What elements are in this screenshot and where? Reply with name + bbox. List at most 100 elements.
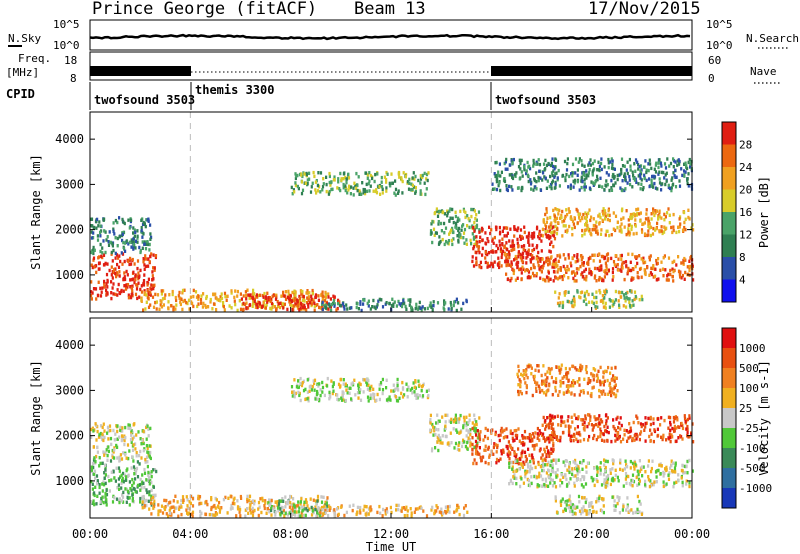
power-cell — [102, 218, 105, 222]
power-cell — [174, 307, 177, 311]
velocity-cell — [452, 420, 455, 424]
power-cell — [644, 232, 647, 236]
power-cell — [505, 184, 508, 188]
power-cell — [657, 216, 660, 220]
velocity-cell — [607, 365, 610, 370]
power-cell — [537, 263, 540, 268]
power-cell — [683, 225, 686, 230]
power-cell — [554, 165, 557, 169]
power-cell — [613, 300, 616, 304]
velocity-cell — [172, 505, 175, 509]
velocity-cell — [586, 381, 589, 386]
power-cell — [308, 301, 312, 305]
power-cell — [516, 228, 519, 233]
power-cell — [104, 250, 107, 255]
power-cell — [657, 214, 660, 218]
power-cell — [685, 164, 688, 168]
velocity-cell — [615, 417, 618, 421]
velocity-cell — [394, 387, 397, 391]
power-cell — [350, 306, 353, 310]
velocity-cell — [668, 432, 671, 436]
power-cell — [625, 295, 628, 300]
velocity-cell — [437, 433, 440, 438]
velocity-cell — [420, 506, 423, 510]
power-cell — [604, 233, 607, 237]
power-cell — [657, 277, 660, 281]
velocity-cell — [319, 388, 322, 392]
velocity-cell — [111, 453, 114, 458]
velocity-cell — [396, 377, 399, 382]
power-cell — [560, 215, 563, 220]
power-cell — [581, 234, 584, 238]
power-cell — [666, 157, 669, 161]
velocity-cell — [475, 422, 478, 427]
power-cell — [524, 269, 527, 273]
power-cell — [424, 192, 427, 197]
power-cell — [328, 174, 331, 179]
power-cell — [223, 308, 226, 312]
power-cell — [129, 285, 132, 289]
velocity-cell — [433, 429, 436, 433]
velocity-cell — [444, 426, 447, 431]
velocity-cell — [411, 391, 414, 395]
power-cell — [526, 250, 529, 255]
velocity-cell — [257, 500, 261, 505]
power-cell — [629, 212, 632, 217]
velocity-cell — [593, 466, 596, 470]
power-cell — [294, 181, 297, 185]
power-cell — [535, 162, 538, 166]
velocity-cell — [140, 482, 143, 486]
velocity-cell — [636, 483, 639, 487]
power-cell — [575, 279, 578, 283]
power-cell — [119, 259, 122, 264]
velocity-cell — [535, 475, 539, 479]
power-cell — [442, 306, 445, 310]
power-cell — [336, 306, 339, 311]
power-cell — [508, 255, 511, 260]
velocity-cell — [636, 434, 639, 438]
power-cell — [549, 225, 552, 229]
velocity-cell — [125, 487, 128, 492]
power-cell — [550, 240, 553, 244]
power-cell — [301, 294, 304, 299]
power-cell — [590, 215, 593, 219]
velocity-cell — [670, 469, 674, 473]
power-cell — [448, 209, 451, 213]
power-cell — [532, 247, 536, 252]
power-cell — [383, 175, 386, 179]
power-cell — [535, 257, 538, 261]
velocity-cell — [153, 499, 156, 503]
velocity-cell — [116, 445, 119, 449]
power-cell — [510, 248, 513, 253]
power-cell — [475, 218, 478, 222]
power-cell — [663, 230, 666, 234]
power-cell — [90, 293, 93, 298]
power-cell — [452, 220, 455, 225]
velocity-cell — [457, 443, 460, 447]
power-cell — [325, 182, 328, 187]
velocity-cell — [304, 498, 308, 502]
velocity-cell — [120, 457, 124, 461]
power-cell — [106, 280, 109, 284]
power-cell — [589, 218, 592, 223]
velocity-cell — [686, 459, 689, 464]
velocity-cell — [297, 500, 300, 504]
velocity-cell — [644, 470, 647, 474]
power-cell — [605, 253, 609, 257]
power-cell — [463, 227, 467, 232]
velocity-cell — [347, 386, 350, 391]
power-cell — [481, 246, 484, 251]
velocity-cell — [454, 413, 457, 417]
velocity-cell — [122, 451, 125, 455]
power-cell — [197, 294, 200, 299]
power-cell — [621, 261, 624, 265]
power-cell — [591, 253, 594, 257]
power-cell — [679, 222, 682, 226]
power-cell — [499, 174, 502, 178]
power-cell — [637, 207, 640, 211]
power-cell — [656, 187, 659, 191]
velocity-cell — [593, 433, 596, 438]
velocity-cell — [552, 444, 555, 448]
power-cell — [525, 235, 528, 239]
power-cell — [566, 228, 569, 232]
